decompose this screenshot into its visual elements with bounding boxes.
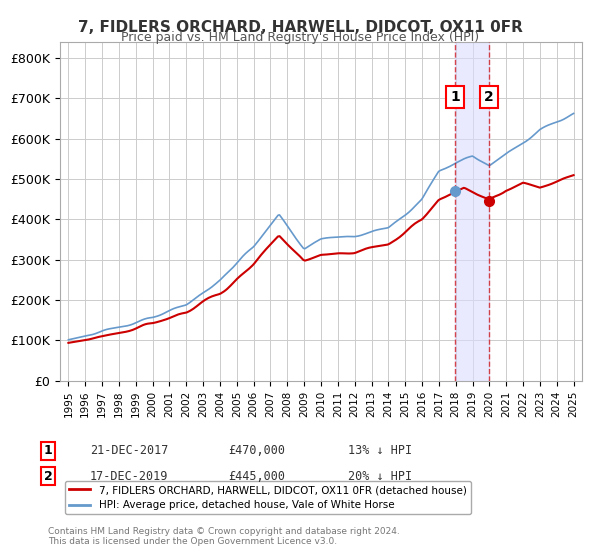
Text: 1: 1 [451,90,460,104]
Bar [455,42,489,381]
Text: £470,000: £470,000 [228,444,285,458]
Text: 13% ↓ HPI: 13% ↓ HPI [348,444,412,458]
Text: £445,000: £445,000 [228,469,285,483]
Text: 2: 2 [44,469,52,483]
Text: 2: 2 [484,90,494,104]
Text: 20% ↓ HPI: 20% ↓ HPI [348,469,412,483]
Text: Price paid vs. HM Land Registry's House Price Index (HPI): Price paid vs. HM Land Registry's House … [121,31,479,44]
Text: Contains HM Land Registry data © Crown copyright and database right 2024.
This d: Contains HM Land Registry data © Crown c… [48,526,400,546]
Text: 17-DEC-2019: 17-DEC-2019 [90,469,169,483]
Legend: 7, FIDLERS ORCHARD, HARWELL, DIDCOT, OX11 0FR (detached house), HPI: Average pri: 7, FIDLERS ORCHARD, HARWELL, DIDCOT, OX1… [65,481,470,515]
Text: 7, FIDLERS ORCHARD, HARWELL, DIDCOT, OX11 0FR: 7, FIDLERS ORCHARD, HARWELL, DIDCOT, OX1… [77,20,523,35]
Text: 1: 1 [44,444,52,458]
Text: 21-DEC-2017: 21-DEC-2017 [90,444,169,458]
